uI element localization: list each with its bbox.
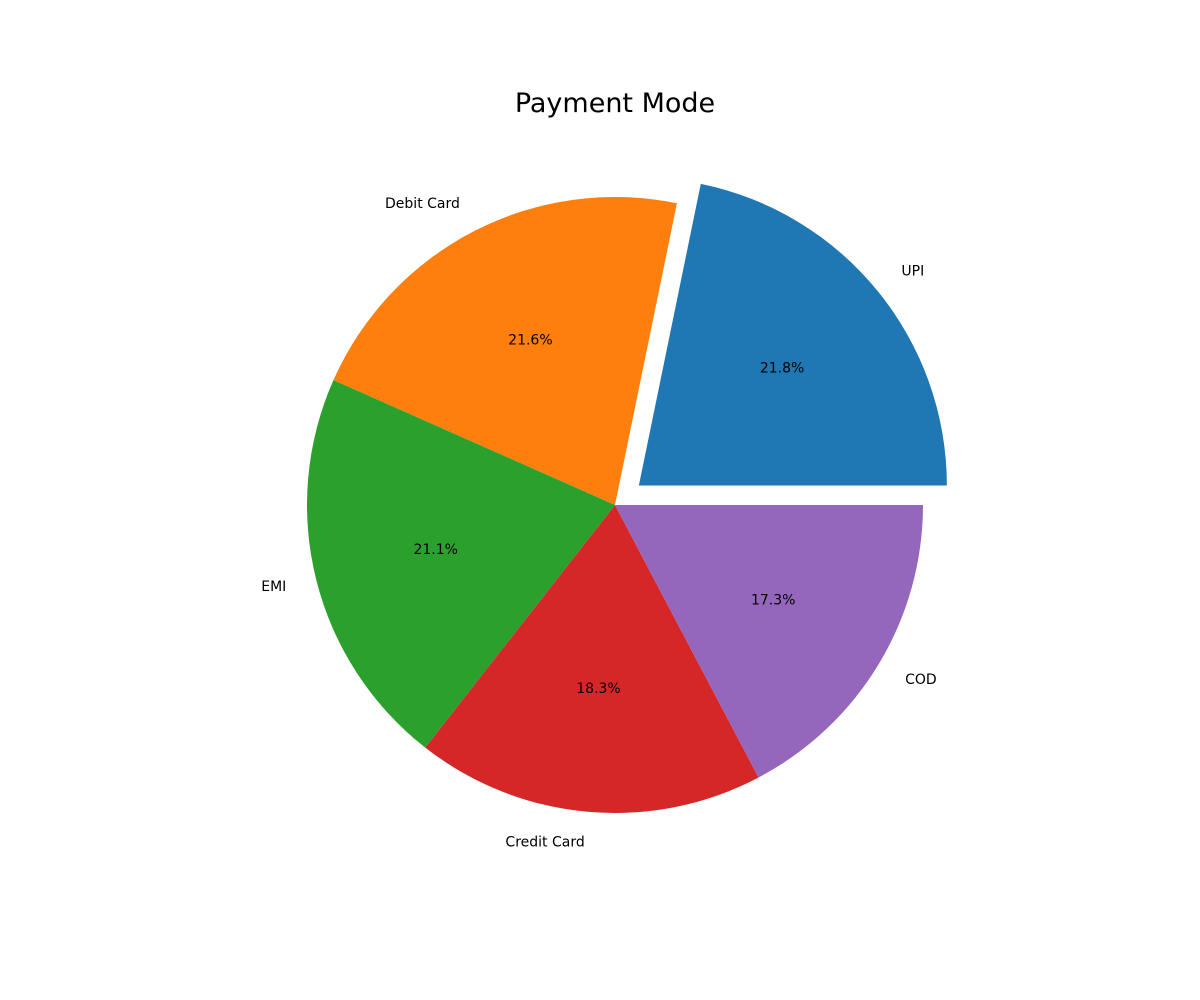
pie-slice-emi bbox=[307, 380, 615, 748]
slice-label-credit-card: Credit Card bbox=[505, 834, 584, 850]
pct-label-credit-card: 18.3% bbox=[576, 681, 620, 697]
slice-label-debit-card: Debit Card bbox=[385, 196, 460, 212]
pct-label-upi: 21.8% bbox=[760, 361, 804, 377]
pie-slice-credit-card bbox=[425, 505, 759, 813]
pie-slice-cod bbox=[615, 505, 923, 778]
pct-label-emi: 21.1% bbox=[413, 542, 457, 558]
slice-label-cod: COD bbox=[905, 672, 937, 688]
pie-slice-debit-card bbox=[333, 197, 677, 506]
pct-label-cod: 17.3% bbox=[751, 592, 795, 608]
pct-label-debit-card: 21.6% bbox=[508, 333, 552, 349]
chart-title: Payment Mode bbox=[515, 88, 715, 119]
pie-slices bbox=[307, 183, 947, 813]
pie-labels: UPI 21.8% Debit Card 21.6% EMI 21.1% Credit Ca… bbox=[261, 196, 936, 851]
pie-slice-upi bbox=[638, 183, 947, 486]
slice-label-upi: UPI bbox=[901, 263, 924, 279]
slice-label-emi: EMI bbox=[261, 579, 286, 595]
